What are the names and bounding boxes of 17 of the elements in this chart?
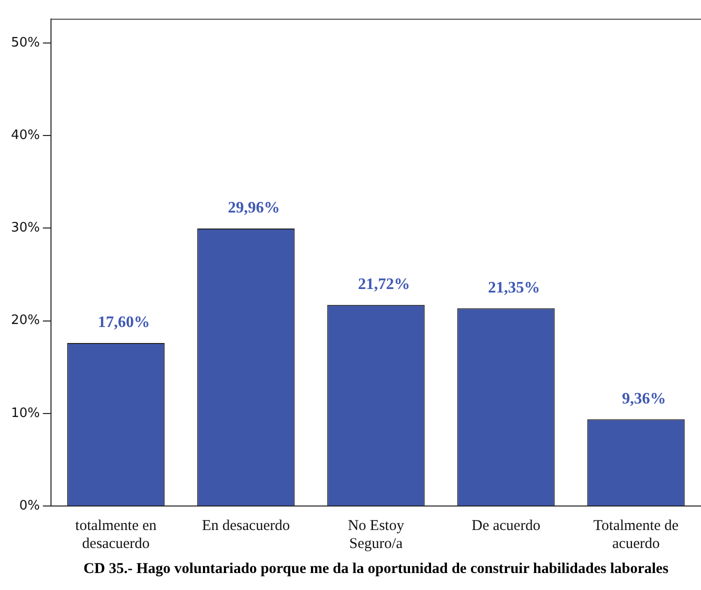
data-label: 21,35% [488, 279, 540, 296]
data-label: 17,60% [98, 314, 150, 332]
y-tick-label: 20% [10, 313, 40, 328]
x-tick-label: Totalmente de acuerdo [593, 518, 679, 552]
x-axis-title: CD 35.- Hago voluntariado porque me da la oportunidad de construir habilidades laborales [83, 560, 669, 577]
data-label: 29,96% [228, 200, 280, 217]
x-tick-label: En desacuerdo [202, 518, 290, 534]
data-label: 9,36% [622, 390, 666, 408]
y-tick-label: 50% [10, 35, 40, 50]
x-tick-label: No Estoy Seguro/a [348, 518, 405, 552]
y-tick-label: 30% [10, 220, 40, 236]
y-tick-label: 40% [10, 128, 40, 143]
y-tick-label: 10% [10, 406, 40, 421]
x-tick-label: totalmente en desacuerdo [75, 518, 158, 552]
data-label: 21,72% [358, 276, 410, 293]
y-tick-label: 0% [19, 498, 40, 514]
x-tick-label: De acuerdo [472, 518, 540, 534]
